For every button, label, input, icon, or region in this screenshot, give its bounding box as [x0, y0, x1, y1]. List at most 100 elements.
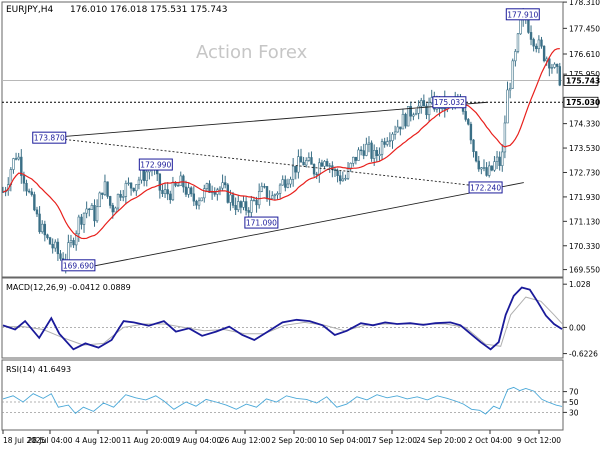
candle-body	[163, 189, 167, 194]
rsi-lines	[2, 386, 563, 415]
candle-body	[404, 113, 407, 127]
candle-body	[41, 223, 44, 233]
candle-body	[511, 60, 514, 89]
candle-body	[239, 201, 243, 208]
time-tick-label: 2 Sep 20:00	[271, 436, 317, 445]
price-label-box	[432, 96, 467, 109]
candle-body	[129, 182, 133, 189]
trendline	[49, 101, 488, 139]
candle-body	[195, 200, 198, 206]
price-label-box	[468, 181, 503, 194]
candle-body	[555, 63, 559, 67]
candle-body	[200, 197, 203, 202]
candle-body	[93, 205, 96, 222]
candle-body	[501, 151, 504, 166]
candle-body	[103, 181, 107, 195]
candle-body	[299, 156, 303, 163]
candle-body	[349, 162, 352, 169]
candle-body	[176, 185, 180, 187]
price-label: 173.870	[34, 134, 65, 143]
price-label-box	[138, 158, 173, 171]
candle-body	[367, 142, 371, 145]
price-panel-frame	[1, 1, 564, 278]
candle-body	[226, 184, 230, 203]
candle-body	[56, 241, 60, 255]
candle-body	[127, 182, 130, 185]
moving-average	[2, 48, 560, 240]
candle-body	[417, 105, 420, 114]
candle-body	[352, 156, 355, 164]
macd-y-axis: 1.028 0.00 -0.6226	[563, 280, 598, 359]
candle-body	[508, 87, 512, 91]
candle-body	[192, 193, 196, 202]
candle-body	[341, 178, 345, 182]
price-label: 171.090	[246, 219, 277, 228]
candle-body	[278, 184, 282, 194]
candle-body	[482, 167, 486, 169]
trendlines	[49, 101, 524, 271]
candle-body	[90, 205, 94, 210]
time-tick-label: 10 Sep 04:00	[318, 436, 368, 445]
candle-body	[362, 150, 365, 156]
rsi-line	[2, 386, 563, 415]
candle-body	[412, 114, 415, 117]
candle-body	[166, 189, 169, 195]
candle-body	[263, 186, 266, 188]
candle-body	[95, 206, 99, 222]
candle-body	[98, 192, 101, 208]
price-tick-label: 175.950	[569, 70, 600, 79]
macd-title: MACD(12,26,9) -0.0412 0.0889	[6, 283, 131, 292]
candle-body	[291, 165, 295, 180]
rsi-panel-frame	[1, 359, 564, 431]
price-label-box	[61, 259, 96, 272]
candle-body	[372, 150, 376, 159]
candle-body	[506, 89, 509, 124]
candle-body	[532, 39, 535, 47]
price-y-axis: 178.310 177.450 176.610 175.950 174.330 173.5…	[563, 0, 600, 275]
price-tick-label: 171.130	[569, 217, 600, 226]
candle-body	[425, 105, 428, 116]
candle-body	[477, 160, 480, 170]
candle-body	[108, 196, 112, 206]
candle-body	[187, 187, 190, 195]
candle-body	[529, 32, 533, 40]
candle-body	[336, 170, 339, 176]
candle-body	[221, 182, 224, 189]
candle-body	[77, 216, 81, 235]
price-label-box	[505, 8, 540, 21]
candle-body	[357, 149, 360, 161]
candle-body	[273, 194, 277, 197]
candle-body	[234, 205, 237, 211]
candle-body	[548, 58, 551, 69]
candle-body	[184, 186, 188, 195]
price-tick-label: 173.530	[569, 144, 600, 153]
candle-body	[464, 111, 467, 120]
time-tick-label: 19 Aug 04:00	[171, 436, 222, 445]
candle-body	[422, 100, 426, 107]
time-tick-label: 18 Jul 2025	[3, 436, 46, 445]
rsi-title: RSI(14) 41.6493	[6, 365, 71, 374]
candle-body	[208, 183, 211, 193]
candle-body	[43, 223, 47, 236]
candle-body	[145, 171, 148, 181]
macd-tick-label: 1.028	[569, 280, 591, 289]
candle-body	[252, 199, 256, 202]
candle-body	[27, 190, 31, 193]
candle-body	[156, 169, 159, 175]
candle-body	[25, 182, 28, 192]
candle-body	[244, 201, 248, 211]
candle-body	[122, 196, 125, 198]
candle-body	[140, 169, 143, 181]
candle-body	[35, 209, 39, 215]
candle-body	[325, 161, 329, 167]
candle-body	[294, 165, 297, 173]
candle-body	[380, 141, 384, 155]
price-label-box	[244, 216, 279, 229]
time-tick-label: 26 Aug 12:00	[220, 436, 271, 445]
candle-body	[242, 201, 245, 208]
candle-body	[22, 175, 26, 184]
candle-body	[312, 164, 316, 175]
candle-body	[158, 173, 162, 191]
